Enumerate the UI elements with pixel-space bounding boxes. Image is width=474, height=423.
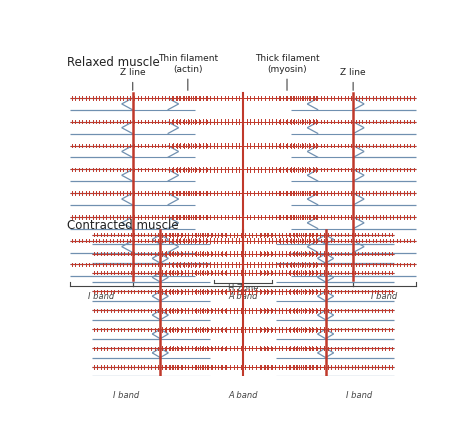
Text: Contracted muscle: Contracted muscle bbox=[66, 219, 178, 231]
Text: A band: A band bbox=[228, 292, 258, 301]
Text: I band: I band bbox=[346, 391, 373, 400]
Text: H Zone: H Zone bbox=[228, 284, 258, 293]
Text: Thin filament
(actin): Thin filament (actin) bbox=[158, 54, 218, 91]
Text: I band: I band bbox=[371, 292, 398, 301]
Text: A band: A band bbox=[228, 391, 258, 400]
Text: Thick filament
(myosin): Thick filament (myosin) bbox=[255, 54, 319, 91]
Text: I band: I band bbox=[113, 391, 139, 400]
Text: Z line: Z line bbox=[340, 68, 366, 91]
Text: Z line: Z line bbox=[120, 68, 146, 91]
Text: I band: I band bbox=[88, 292, 115, 301]
Text: Relaxed muscle: Relaxed muscle bbox=[66, 56, 159, 69]
